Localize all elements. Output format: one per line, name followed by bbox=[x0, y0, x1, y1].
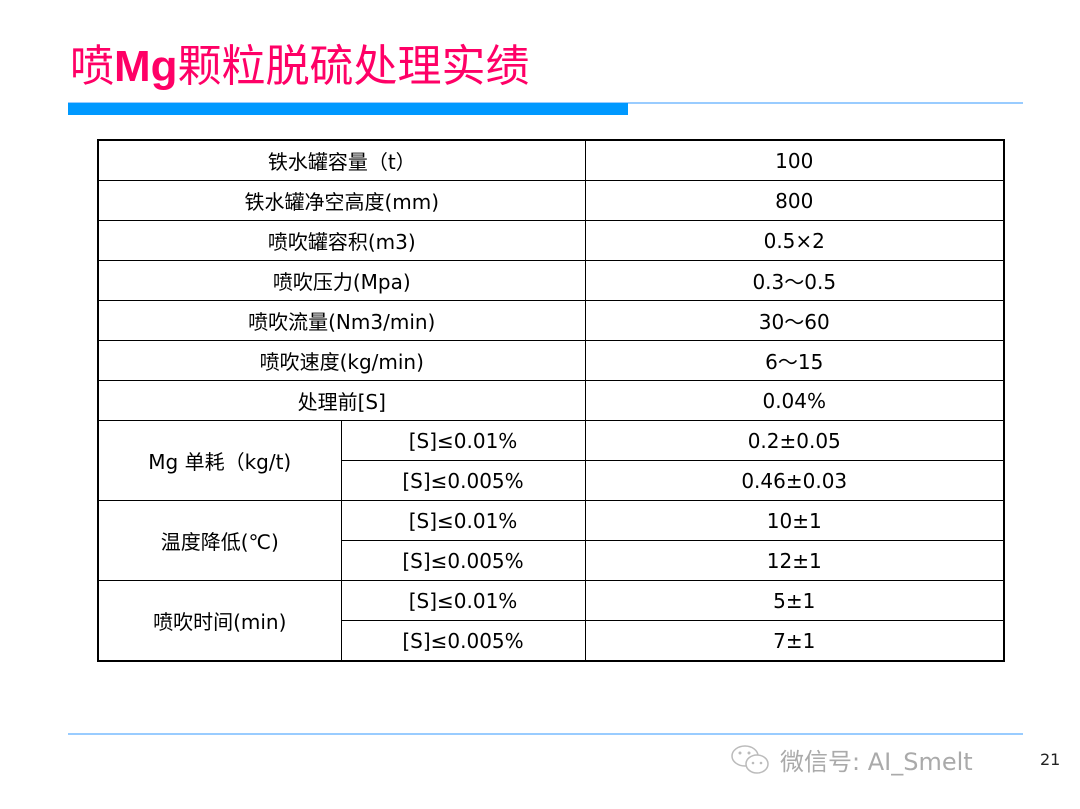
table-cell: 12±1 bbox=[584, 540, 1005, 581]
table-cell: 6～15 bbox=[584, 340, 1005, 381]
table-cell: [S]≤0.005% bbox=[340, 460, 586, 501]
table-cell: 喷吹流量(Nm3/min) bbox=[97, 300, 586, 341]
table-row: 喷吹时间(min) [S]≤0.01% 5±1 bbox=[97, 580, 1005, 662]
data-table: 铁水罐容量（t） 100 铁水罐净空高度(mm) 800 喷吹罐容积(m3) 0.5×2 喷… bbox=[97, 139, 1005, 662]
table-cell: 10±1 bbox=[584, 500, 1005, 541]
table-cell: [S]≤0.01% bbox=[340, 500, 586, 541]
title-text: 喷 bbox=[70, 41, 114, 92]
table-row: 喷吹流量(Nm3/min) 30～60 bbox=[97, 300, 1005, 341]
table-cell: 铁水罐容量（t） bbox=[97, 139, 586, 181]
table-cell: 100 bbox=[584, 139, 1005, 181]
table-row: 喷吹罐容积(m3) 0.5×2 bbox=[97, 220, 1005, 261]
table-row: [S]≤0.005% 12±1 bbox=[98, 540, 1005, 581]
table-row: 铁水罐容量（t） 100 bbox=[97, 139, 1005, 181]
page-title: 喷Mg颗粒脱硫处理实绩 bbox=[70, 30, 530, 94]
table-row: [S]≤0.005% 7±1 bbox=[98, 620, 1005, 662]
table-row: 喷吹压力(Mpa) 0.3～0.5 bbox=[97, 260, 1005, 301]
table-row: Mg 单耗（kg/t) [S]≤0.01% 0.2±0.05 bbox=[97, 420, 1005, 501]
footer-divider bbox=[68, 733, 1023, 735]
watermark: 微信号: AI_Smelt bbox=[730, 742, 973, 777]
table-cell: [S]≤0.01% bbox=[340, 420, 586, 461]
table-row: 铁水罐净空高度(mm) 800 bbox=[97, 180, 1005, 221]
table-cell: [S]≤0.01% bbox=[340, 580, 586, 621]
table-cell: 0.46±0.03 bbox=[584, 460, 1005, 501]
table-cell: 800 bbox=[584, 180, 1005, 221]
table-cell: 喷吹时间(min) bbox=[97, 580, 342, 662]
table-row: 喷吹速度(kg/min) 6～15 bbox=[97, 340, 1005, 381]
table-cell: [S]≤0.005% bbox=[340, 620, 586, 662]
table-cell: 处理前[S] bbox=[97, 380, 586, 421]
table-cell: 5±1 bbox=[584, 580, 1005, 621]
table-cell: 铁水罐净空高度(mm) bbox=[97, 180, 586, 221]
table-cell: 喷吹压力(Mpa) bbox=[97, 260, 586, 301]
table-cell: 温度降低(℃) bbox=[97, 500, 342, 581]
page-number: 21 bbox=[1040, 750, 1061, 769]
title-mg: Mg bbox=[114, 42, 178, 91]
table-cell: [S]≤0.005% bbox=[340, 540, 586, 581]
table-cell: 7±1 bbox=[584, 620, 1005, 662]
table-cell: Mg 单耗（kg/t) bbox=[97, 420, 342, 501]
table-cell: 0.2±0.05 bbox=[584, 420, 1005, 461]
table-cell: 喷吹速度(kg/min) bbox=[97, 340, 586, 381]
table-cell: 0.3～0.5 bbox=[584, 260, 1005, 301]
table-row: 处理前[S] 0.04% bbox=[97, 380, 1005, 421]
table-row: 温度降低(℃) [S]≤0.01% 10±1 bbox=[97, 500, 1005, 581]
title-text-rest: 颗粒脱硫处理实绩 bbox=[177, 41, 530, 92]
watermark-text: 微信号: AI_Smelt bbox=[780, 748, 973, 776]
wechat-icon bbox=[731, 744, 769, 774]
table-cell: 30～60 bbox=[584, 300, 1005, 341]
table-cell: 0.04% bbox=[584, 380, 1005, 421]
table-cell: 喷吹罐容积(m3) bbox=[97, 220, 586, 261]
title-accent-bar bbox=[68, 103, 628, 115]
table-cell: 0.5×2 bbox=[584, 220, 1005, 261]
table-row: [S]≤0.005% 0.46±0.03 bbox=[98, 460, 1005, 501]
